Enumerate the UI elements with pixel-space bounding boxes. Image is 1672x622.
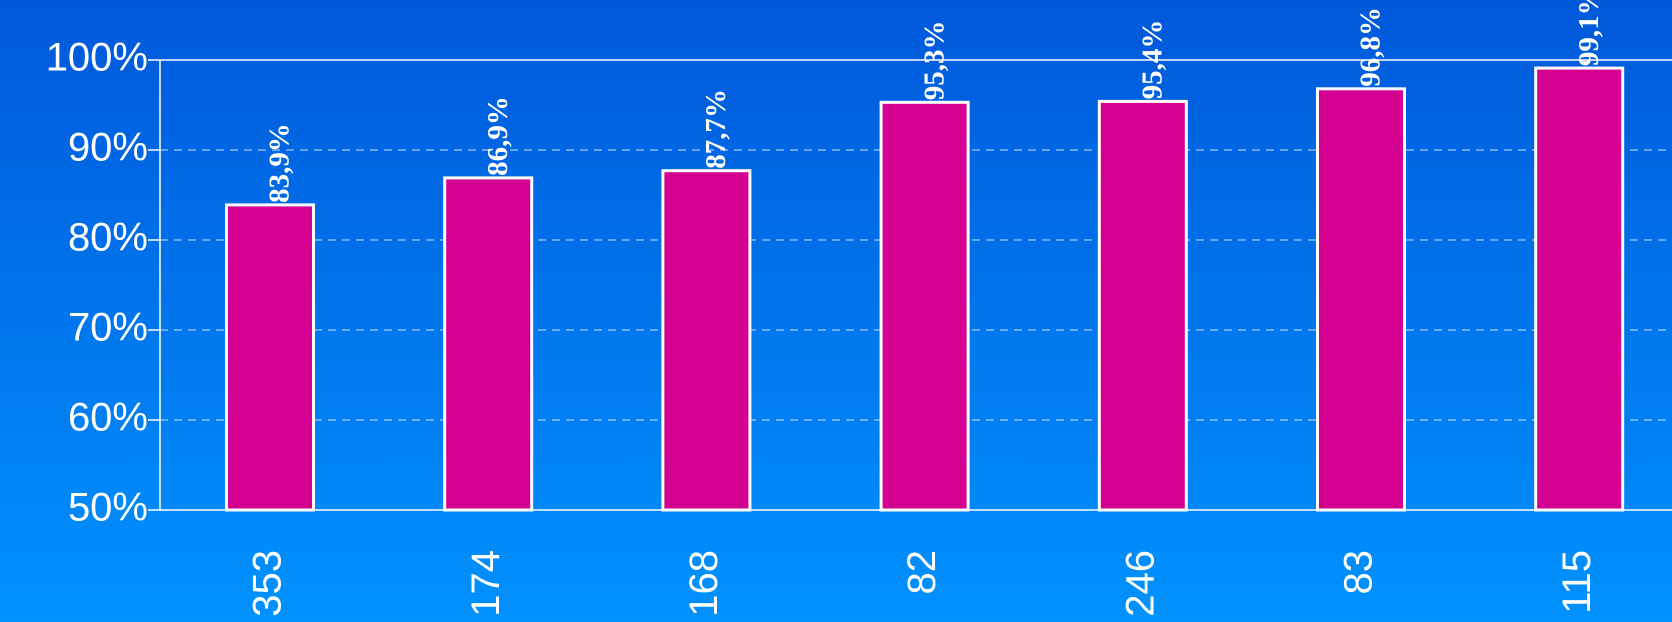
x-tick-label: 83 bbox=[1337, 550, 1381, 595]
x-tick-label: 246 bbox=[1118, 550, 1162, 617]
value-label: 87,7% bbox=[700, 89, 732, 169]
value-label: 83,9% bbox=[264, 123, 296, 203]
y-tick-label: 80% bbox=[68, 216, 148, 260]
value-label: 95,3% bbox=[918, 21, 950, 101]
x-tick-label: 168 bbox=[682, 550, 726, 617]
bar bbox=[1534, 66, 1625, 512]
y-tick-label: 100% bbox=[46, 36, 148, 80]
bar bbox=[443, 176, 534, 512]
value-label: 86,9% bbox=[482, 96, 514, 176]
x-tick-label: 115 bbox=[1555, 550, 1599, 614]
y-tick-label: 50% bbox=[68, 486, 148, 530]
y-tick-label: 90% bbox=[68, 126, 148, 170]
value-label: 95,4% bbox=[1136, 20, 1168, 100]
y-tick-label: 60% bbox=[68, 396, 148, 440]
value-label: 99,1% bbox=[1573, 0, 1605, 66]
bar bbox=[879, 100, 970, 512]
bar bbox=[661, 169, 752, 512]
y-tick-label: 70% bbox=[68, 306, 148, 350]
x-tick-label: 353 bbox=[246, 550, 290, 617]
x-tick-label: 174 bbox=[464, 550, 508, 617]
bar bbox=[225, 203, 315, 512]
bar bbox=[1097, 99, 1188, 512]
bar bbox=[1316, 87, 1406, 512]
x-tick-label: 82 bbox=[900, 550, 944, 595]
value-label: 96,8% bbox=[1355, 7, 1387, 87]
